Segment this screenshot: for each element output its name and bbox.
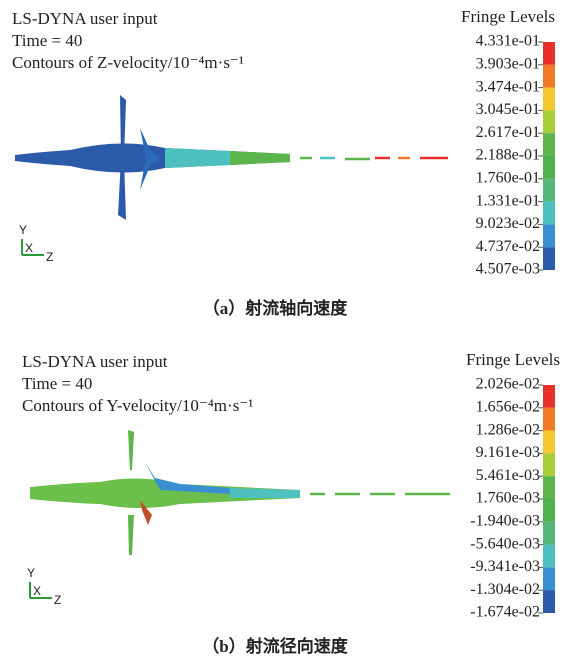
fringe-level: 4.507e-03 <box>476 261 540 278</box>
figure: LS-DYNA user input Time = 40 Contours of Z… <box>0 0 574 659</box>
fringe-color <box>543 224 555 247</box>
fringe-color <box>543 476 555 499</box>
fringe-level: 5.461e-03 <box>476 467 540 484</box>
fringe-level: -1.304e-02 <box>470 581 540 598</box>
fringe-color <box>543 88 555 111</box>
fringe-level: 2.026e-02 <box>476 376 540 393</box>
header-line: Contours of Z-velocity/10⁻⁴m·s⁻¹ <box>12 53 244 72</box>
fringe-level: 2.188e-01 <box>476 147 540 164</box>
fringe-color <box>543 453 555 476</box>
axis-label: Y <box>27 566 35 580</box>
fringe-color <box>543 567 555 590</box>
fringe-color <box>543 247 555 270</box>
fringe-level: -5.640e-03 <box>470 535 540 552</box>
header-line: Contours of Y-velocity/10⁻⁴m·s⁻¹ <box>22 396 253 415</box>
header-line: LS-DYNA user input <box>12 9 158 28</box>
fringe-level: -1.940e-03 <box>470 512 540 529</box>
fringe-color <box>543 431 555 454</box>
fringe-level: 4.737e-02 <box>476 238 540 255</box>
header-line: Time = 40 <box>12 31 82 50</box>
fringe-color <box>543 110 555 133</box>
jet-a <box>15 95 448 220</box>
fringe-color <box>543 156 555 179</box>
caption: （b）射流径向速度 <box>202 636 348 656</box>
fringe-color <box>543 385 555 408</box>
fringe-level: 3.045e-01 <box>476 101 540 118</box>
fringe-color <box>543 408 555 431</box>
fringe-level: 1.760e-03 <box>476 490 540 507</box>
axis-label: Z <box>46 250 53 264</box>
fringe-color <box>543 179 555 202</box>
fringe-color <box>543 65 555 88</box>
jet-b <box>30 430 450 555</box>
axis-label: Z <box>54 593 61 607</box>
axis-label: Y <box>19 223 27 237</box>
caption: （a）射流轴向速度 <box>203 298 348 318</box>
fringe-level: 1.331e-01 <box>476 192 540 209</box>
fringe-color <box>543 499 555 522</box>
fringe-level: 9.161e-03 <box>476 444 540 461</box>
axis-label: X <box>25 241 33 255</box>
fringe-level: 1.760e-01 <box>476 169 540 186</box>
fringe-level: 1.286e-02 <box>476 421 540 438</box>
header-line: Time = 40 <box>22 374 92 393</box>
fringe-level: 3.474e-01 <box>476 78 540 95</box>
fringe-level: 3.903e-01 <box>476 55 540 72</box>
fringe-level: 1.656e-02 <box>476 398 540 415</box>
fringe-color <box>543 133 555 156</box>
fringe-color <box>543 590 555 613</box>
legend-title: Fringe Levels <box>461 7 555 26</box>
header-line: LS-DYNA user input <box>22 352 168 371</box>
legend-title: Fringe Levels <box>466 350 560 369</box>
fringe-level: 2.617e-01 <box>476 124 540 141</box>
fringe-level: 4.331e-01 <box>476 33 540 50</box>
fringe-color <box>543 202 555 225</box>
fringe-level: -9.341e-03 <box>470 558 540 575</box>
fringe-color <box>543 42 555 65</box>
fringe-level: -1.674e-02 <box>470 604 540 621</box>
fringe-color <box>543 545 555 568</box>
axis-label: X <box>33 584 41 598</box>
fringe-level: 9.023e-02 <box>476 215 540 232</box>
fringe-color <box>543 522 555 545</box>
